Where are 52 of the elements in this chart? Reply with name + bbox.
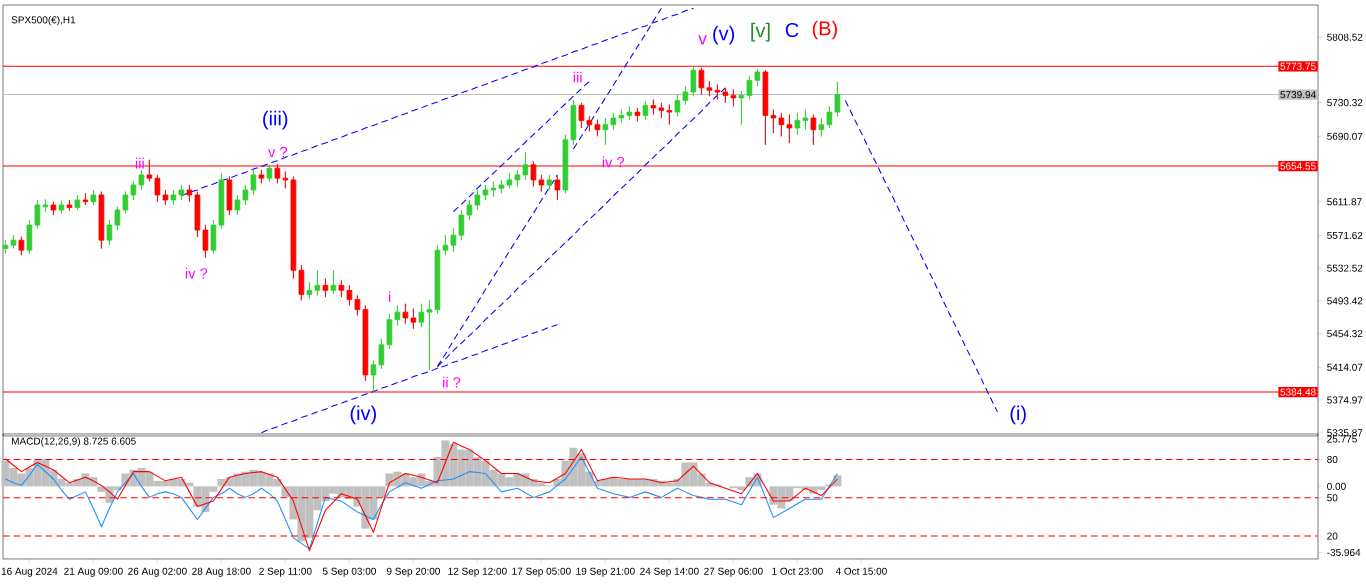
annotation: v ? xyxy=(268,146,288,158)
x-tick-label: 12 Sep 12:00 xyxy=(448,567,507,577)
annotation: (iv) xyxy=(350,405,376,425)
y-tick-label: 5808.52 xyxy=(1327,33,1363,41)
x-tick-label: 5 Sep 03:00 xyxy=(322,567,376,577)
annotation: iv ? xyxy=(185,267,208,279)
y-tick-label: 5414.07 xyxy=(1327,363,1363,371)
annotation: (i) xyxy=(1010,405,1026,425)
y-tick-label: 25.775 xyxy=(1327,435,1357,443)
annotation: v xyxy=(698,35,707,45)
annotation: [v] xyxy=(751,22,770,42)
y-tick-label: 5454.32 xyxy=(1327,330,1363,338)
x-tick-label: 2 Sep 11:00 xyxy=(259,567,312,577)
y-tick-label: 5532.52 xyxy=(1327,264,1363,272)
ref-line-label: 5773.75 xyxy=(1280,62,1316,70)
annotation: i xyxy=(388,291,391,303)
y-tick-label: 5493.42 xyxy=(1327,297,1363,305)
annotation: (iii) xyxy=(263,110,288,130)
y-tick-label: 5730.32 xyxy=(1327,99,1363,107)
annotation: iii xyxy=(135,157,144,169)
x-tick-label: 26 Aug 02:00 xyxy=(128,567,187,577)
annotation: C xyxy=(785,22,799,38)
y-tick-label: 5335.87 xyxy=(1327,429,1363,437)
y-tick-label: 5611.87 xyxy=(1327,198,1362,206)
x-tick-label: 28 Aug 18:00 xyxy=(192,567,251,577)
x-tick-label: 24 Sep 14:00 xyxy=(640,567,699,577)
y-tick-label: -35.964 xyxy=(1327,548,1361,557)
x-tick-label: 9 Sep 20:00 xyxy=(386,567,440,577)
annotation: (B) xyxy=(812,20,837,40)
ref-line-label: 5654.55 xyxy=(1280,162,1316,170)
chart-title: MACD(12,26,9) 8.725 6.605 xyxy=(11,437,136,447)
annotation: (v) xyxy=(713,25,735,45)
y-tick-label: 0.00 xyxy=(1327,482,1346,490)
annotation: iii xyxy=(573,71,582,83)
x-tick-label: 16 Aug 2024 xyxy=(1,567,58,577)
y2-tick-label: 50 xyxy=(1327,494,1338,502)
ref-line-label: 5739.94 xyxy=(1280,91,1316,99)
x-tick-label: 17 Sep 05:00 xyxy=(512,567,571,577)
x-tick-label: 4 Oct 15:00 xyxy=(835,567,887,575)
text: SPX500(€),H1 xyxy=(11,16,76,26)
y-tick-label: 5690.07 xyxy=(1327,132,1363,140)
y2-tick-label: 80 xyxy=(1327,455,1338,464)
y-tick-label: 5374.97 xyxy=(1327,396,1363,404)
y-tick-label: 5571.62 xyxy=(1327,231,1363,239)
x-tick-label: 1 Oct 23:00 xyxy=(772,567,823,575)
y2-tick-label: 20 xyxy=(1327,532,1338,540)
annotation: ii ? xyxy=(443,376,461,388)
x-tick-label: 27 Sep 06:00 xyxy=(704,567,763,577)
annotation: iv ? xyxy=(602,156,625,168)
x-tick-label: 19 Sep 21:00 xyxy=(576,567,635,577)
ref-line-label: 5384.48 xyxy=(1280,388,1316,396)
x-tick-label: 21 Aug 09:00 xyxy=(64,567,123,577)
